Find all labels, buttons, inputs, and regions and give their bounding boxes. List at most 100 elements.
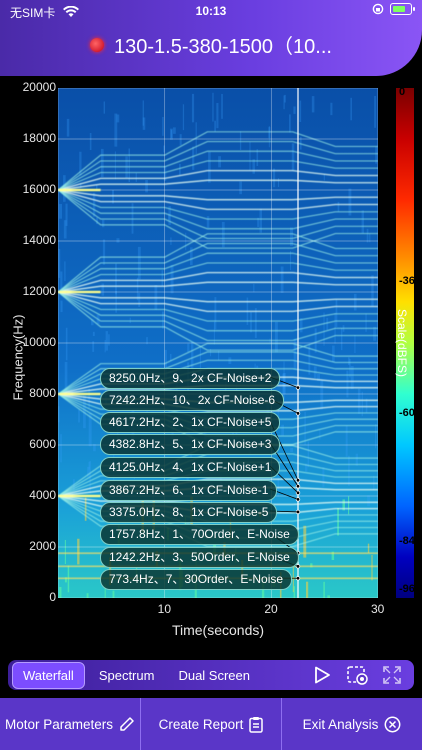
noise-speck (283, 95, 285, 110)
noise-speck (65, 327, 68, 361)
frequency-track (58, 189, 378, 201)
create-report-button[interactable]: Create Report (141, 698, 282, 750)
noise-speck (217, 350, 220, 361)
exit-analysis-label: Exit Analysis (302, 716, 379, 732)
recording-title[interactable]: 130-1.5-380-1500（10... (0, 30, 422, 59)
noise-speck (366, 228, 369, 243)
annotation-label[interactable]: 1242.2Hz、3、50Order、E-Noise (100, 547, 299, 568)
noise-speck (112, 590, 115, 598)
noise-speck (323, 312, 325, 346)
noise-speck (59, 587, 62, 598)
noise-speck (308, 344, 311, 375)
noise-speck (142, 100, 144, 126)
noise-speck (299, 100, 302, 123)
noise-speck (190, 247, 193, 266)
annotation-label[interactable]: 7242.2Hz、10、2x CF-Noise-6 (100, 390, 285, 411)
noise-speck (206, 216, 210, 228)
noise-speck (83, 395, 86, 429)
y-axis-label: Frequency(Hz) (10, 314, 26, 401)
noise-speck (371, 555, 373, 581)
annotation-label[interactable]: 8250.0Hz、9、2x CF-Noise+2 (100, 368, 281, 389)
colorbar-tick-label: -36 (399, 274, 415, 287)
noise-speck (186, 475, 189, 484)
colorbar-tick-label: -84 (399, 534, 415, 547)
noise-speck (116, 238, 120, 243)
annotation-label[interactable]: 1757.8Hz、1、70Order、E-Noise (100, 524, 299, 545)
noise-speck (305, 463, 308, 472)
y-tick-label: 6000 (29, 437, 56, 451)
exit-analysis-button[interactable]: Exit Analysis (282, 698, 422, 750)
noise-speck (257, 217, 260, 227)
noise-speck (214, 297, 217, 330)
annotation-label[interactable]: 4125.0Hz、4、1x CF-Noise+1 (100, 457, 281, 478)
noise-speck (307, 441, 310, 468)
noise-speck (375, 146, 378, 164)
frequency-track (58, 271, 378, 293)
noise-speck (311, 96, 315, 113)
bottom-action-bar: Motor Parameters Create Report Exit Anal… (0, 698, 422, 750)
noise-speck (170, 237, 172, 245)
tab-spectrum[interactable]: Spectrum (98, 667, 155, 683)
noise-speck (337, 507, 339, 536)
noise-speck (320, 379, 324, 410)
tab-dual-screen[interactable]: Dual Screen (178, 667, 250, 683)
motor-parameters-button[interactable]: Motor Parameters (0, 698, 141, 750)
noise-speck (142, 117, 146, 130)
play-icon[interactable] (312, 665, 332, 685)
frequency-track (58, 189, 378, 230)
fullscreen-icon[interactable] (382, 665, 402, 685)
frequency-track (58, 343, 378, 395)
noise-speck (365, 313, 367, 332)
screenshot-icon[interactable] (346, 665, 368, 685)
y-tick-label: 20000 (22, 80, 56, 94)
frequency-track (58, 179, 378, 191)
noise-speck (250, 312, 252, 333)
frequency-track (58, 160, 378, 191)
noise-speck (128, 148, 131, 183)
tab-waterfall[interactable]: Waterfall (12, 661, 85, 689)
noise-speck (104, 339, 106, 353)
frequency-track (58, 291, 378, 351)
frequency-track (58, 262, 378, 293)
noise-speck (349, 358, 351, 378)
annotation-label[interactable]: 4382.8Hz、5、1x CF-Noise+3 (100, 434, 281, 455)
noise-speck (331, 551, 335, 560)
annotation-label[interactable]: 3375.0Hz、8、1x CF-Noise-5 (100, 502, 278, 523)
clock: 10:13 (195, 4, 227, 18)
colorbar (396, 88, 414, 598)
noise-speck (299, 136, 302, 150)
annotation-label[interactable]: 3867.2Hz、6、1x CF-Noise-1 (100, 480, 278, 501)
noise-speck (235, 420, 238, 448)
noise-speck (191, 93, 195, 123)
noise-speck (256, 149, 259, 167)
noise-speck (373, 326, 377, 341)
frequency-track (58, 169, 378, 191)
noise-speck (354, 335, 356, 354)
noise-speck (253, 283, 255, 293)
annotation-label[interactable]: 773.4Hz、7、30Order、E-Noise (100, 569, 293, 590)
noise-speck (347, 357, 350, 365)
noise-speck (289, 251, 292, 271)
noise-speck (239, 131, 242, 150)
noise-speck (145, 179, 148, 193)
noise-speck (310, 563, 313, 568)
noise-speck (239, 181, 242, 195)
noise-speck (319, 429, 321, 440)
record-status-icon (90, 37, 105, 52)
noise-speck (326, 317, 329, 330)
noise-speck (58, 249, 61, 278)
frequency-track (58, 291, 378, 322)
noise-speck (282, 373, 285, 401)
noise-speck (179, 134, 182, 146)
noise-speck (161, 270, 163, 287)
noise-speck (65, 203, 68, 226)
noise-speck (170, 129, 173, 139)
noise-speck (374, 424, 377, 449)
noise-speck (108, 334, 110, 346)
annotation-label[interactable]: 4617.2Hz、2、1x CF-Noise+5 (100, 412, 281, 433)
noise-speck (192, 146, 195, 170)
noise-speck (114, 113, 118, 147)
app-header: 无SIM卡 10:13 130-1.5-380-1500（10... (0, 0, 422, 76)
status-bar: 无SIM卡 10:13 (10, 3, 415, 20)
noise-speck (337, 201, 340, 212)
